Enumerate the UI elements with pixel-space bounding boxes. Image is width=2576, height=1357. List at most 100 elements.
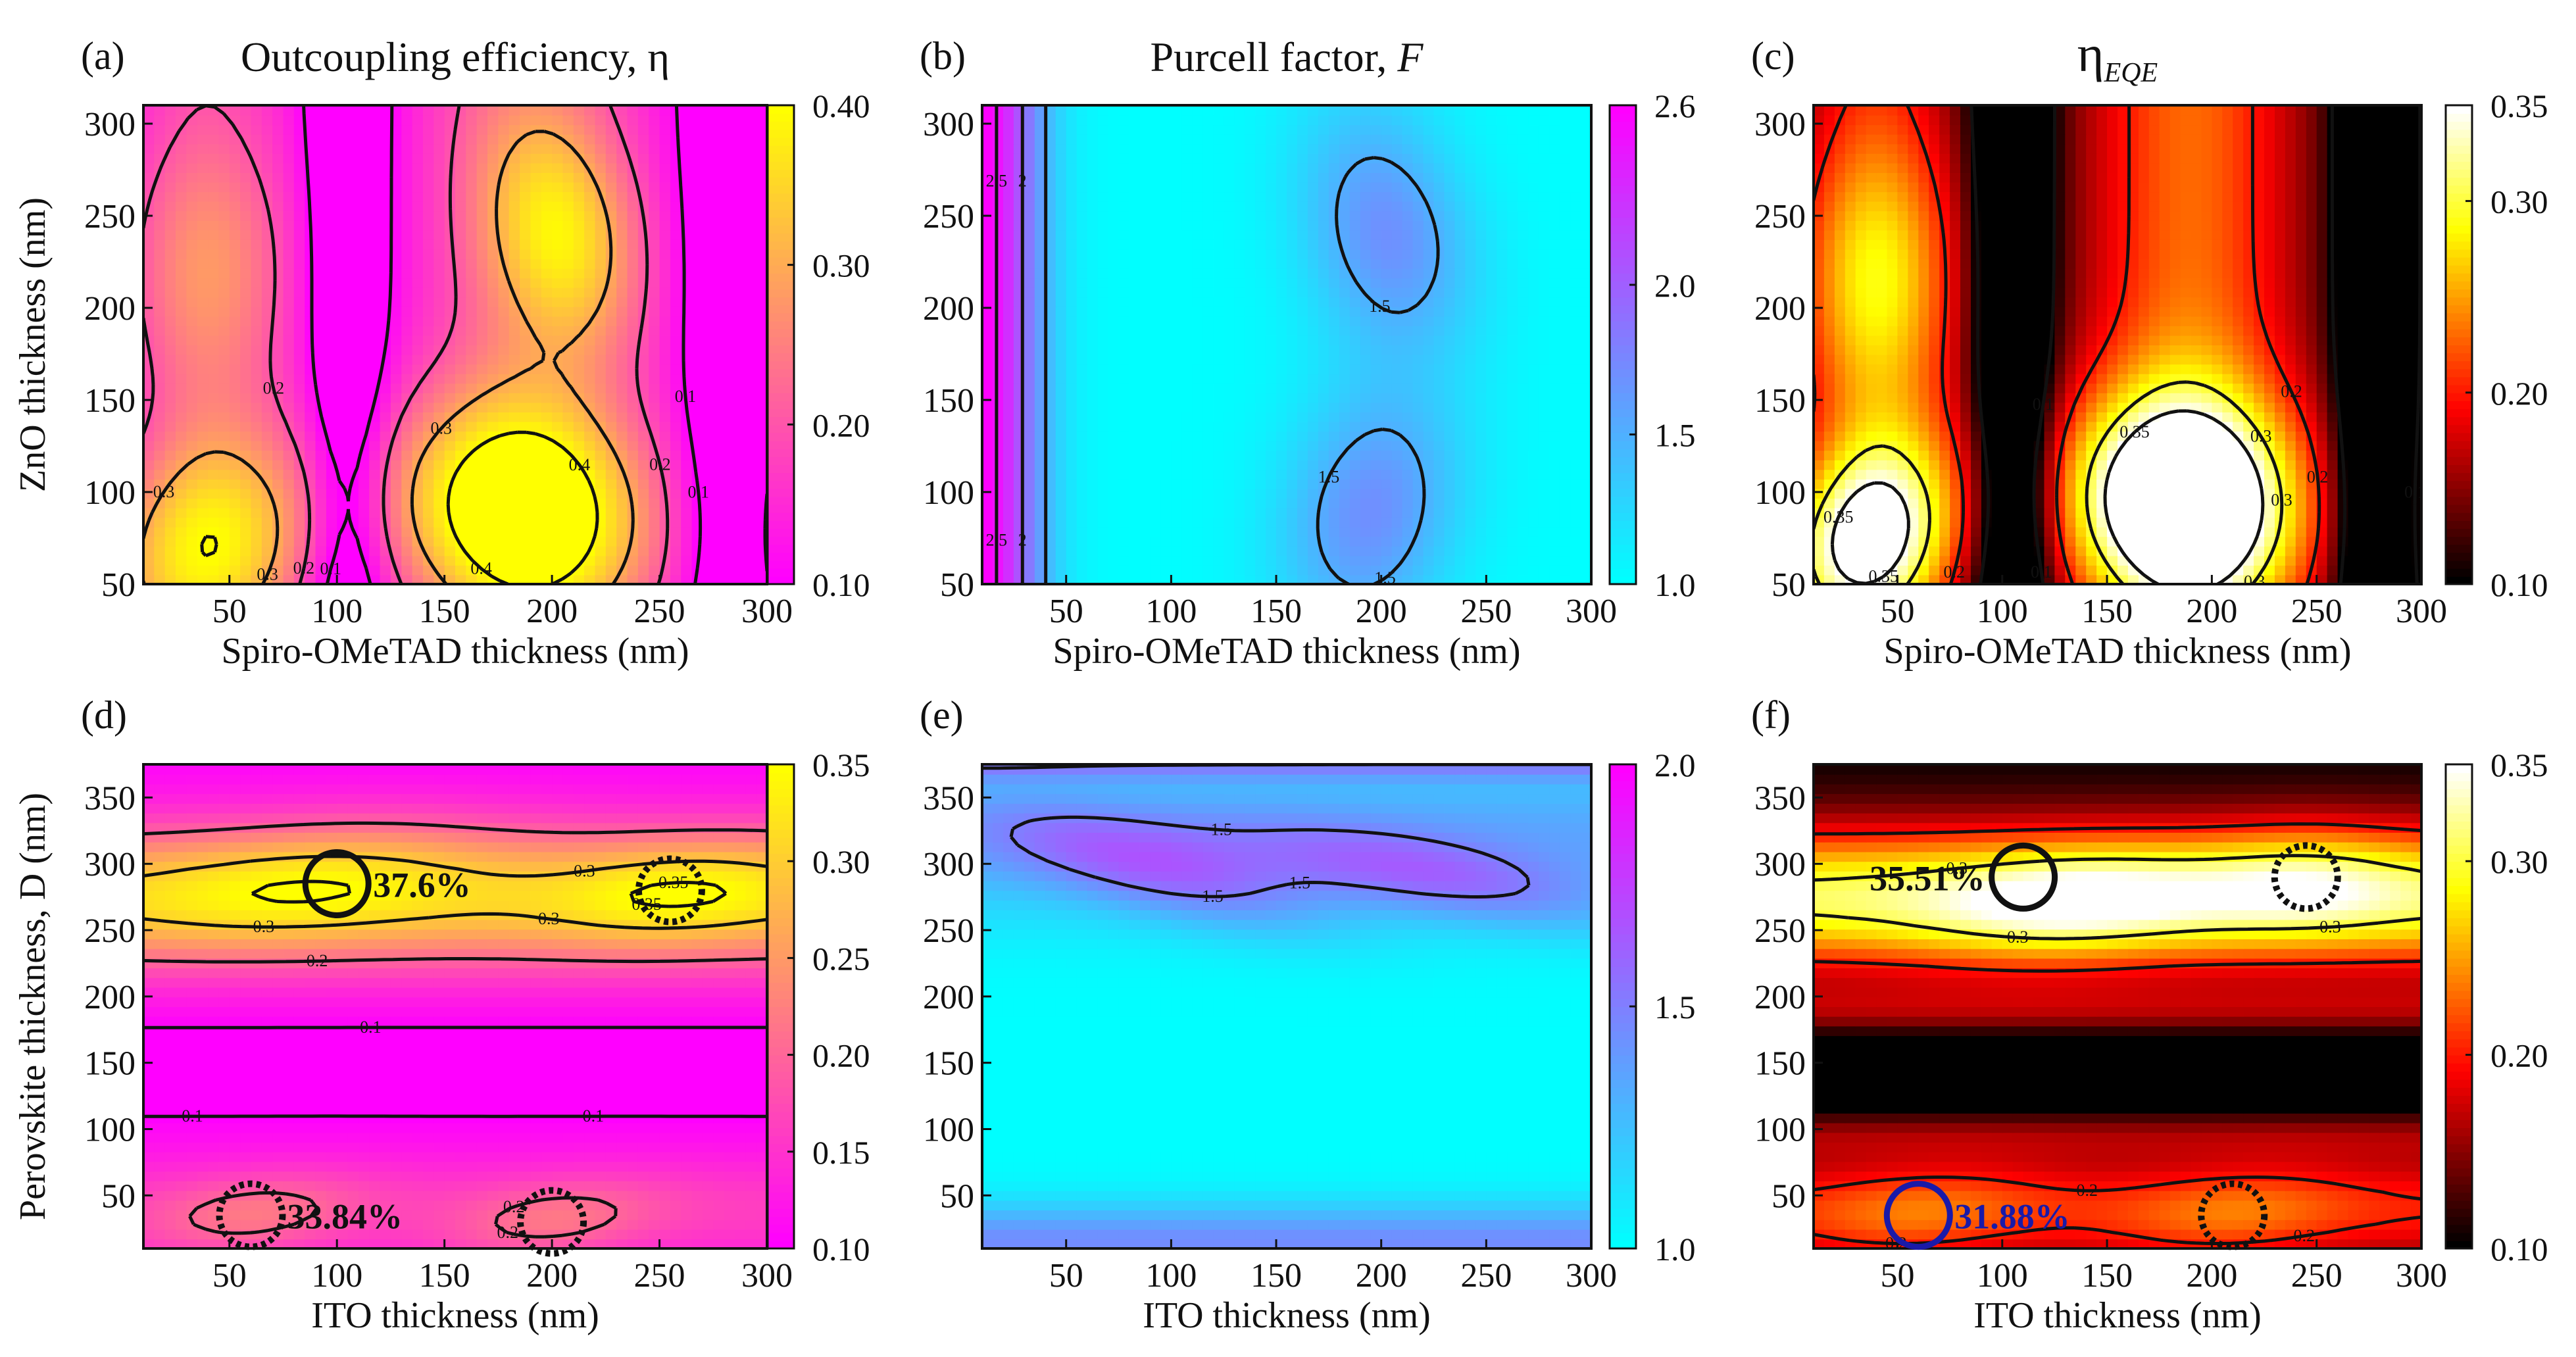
x-axis-label: ITO thickness (nm) [1143, 1295, 1431, 1336]
contour-label: 0.2 [649, 455, 671, 474]
colorbar-tick-label: 0.35 [2490, 87, 2548, 124]
contour-line [1044, 105, 1440, 584]
panel-b: 1.5 1.5 1.5 2 2 2.5 2.5 50 100 150 200 250 300 50 100 1… [920, 34, 1696, 672]
colorbar-f: 0.10 0.20 0.30 0.35 [2444, 747, 2548, 1268]
colorbar-tick-label: 1.5 [1654, 989, 1696, 1025]
optimum-marker-dotted [2198, 1180, 2268, 1250]
panel-title: ηEQE [2077, 25, 2158, 88]
x-tick-label: 100 [1145, 593, 1197, 630]
plot-frame [981, 763, 1593, 1250]
contour-line [143, 105, 670, 584]
contour-label: 1.5 [1369, 297, 1391, 316]
x-axis-label: Spiro-OMeTAD thickness (nm) [1884, 631, 2352, 672]
y-tick-label: 250 [84, 912, 136, 950]
contour-line [1814, 854, 2421, 941]
contour-label: 0.1 [2031, 562, 2052, 581]
x-tick-label: 300 [741, 1257, 793, 1295]
heatmap-b [982, 105, 1591, 584]
contour-label: 1.5 [1318, 468, 1340, 487]
y-tick-label: 50 [1771, 566, 1806, 604]
panel-f: 0.2 0.20.20.30.30.350 100 150 200 250 30050100… [1751, 693, 2548, 1336]
contour-label: 0.35 [632, 895, 662, 914]
contour-label: 0.1 [675, 387, 697, 406]
x-tick-label: 300 [741, 593, 793, 630]
colorbar-tick-label: 1.0 [1654, 566, 1696, 603]
x-axis-label: Spiro-OMeTAD thickness (nm) [222, 631, 689, 672]
optimum-marker [302, 849, 372, 918]
y-tick-label: 250 [1754, 912, 1806, 950]
y-tick-label: 150 [1754, 382, 1806, 420]
panel-c: 0.1 0.1 0.1 0.2 0.2 0.2 0.3 0.3 0.3 0.35 0.35 0.35 5… [1751, 25, 2548, 672]
colorbar-tick-label: 2.6 [1654, 87, 1696, 124]
y-tick-label: 100 [923, 1112, 974, 1149]
x-tick-label: 250 [634, 593, 685, 630]
y-tick-label: 50 [940, 1177, 974, 1215]
x-tick-label: 150 [1251, 593, 1302, 630]
optimum-marker [216, 1180, 286, 1250]
y-tick-label: 350 [923, 779, 974, 817]
x-tick-label: 50 [1880, 1257, 1914, 1295]
colorbar-tick-label: 0.10 [2490, 1231, 2548, 1268]
y-tick-label: 300 [1754, 846, 1806, 883]
x-tick-label: 50 [1880, 593, 1914, 630]
colorbar-tick-label: 0.20 [812, 1037, 870, 1074]
colorbar-tick-label: 0.20 [2490, 1037, 2548, 1074]
y-tick-label: 300 [923, 846, 974, 883]
x-tick-label: 300 [2396, 593, 2447, 630]
x-tick-label: 200 [526, 593, 578, 630]
x-tick-label: 300 [1566, 593, 1617, 630]
contour-label: 0.3 [2244, 572, 2266, 591]
panel-letter: (d) [81, 693, 127, 737]
contour-label: 0.3 [574, 861, 595, 880]
colorbar-tick-label: 2.0 [1654, 747, 1696, 783]
colorbar-a: 0.10 0.20 0.30 0.40 [766, 87, 870, 603]
contours-d: 0.1 0.10.10.20.20.20.3 0.30.30.350.35 [143, 821, 767, 1242]
contour-label: 0.2 [307, 951, 328, 970]
panel-letter: (f) [1751, 693, 1791, 737]
x-tick-label: 150 [419, 593, 470, 630]
colorbar-tick-label: 2.0 [1654, 267, 1696, 304]
x-tick-label: 250 [1460, 1257, 1512, 1295]
x-axis-label: ITO thickness (nm) [311, 1295, 599, 1336]
colorbar-d: 0.10 0.15 0.20 0.25 0.30 0.35 [766, 747, 870, 1268]
colorbar-tick-label: 0.30 [2490, 843, 2548, 880]
colorbar-tick-label: 0.25 [812, 940, 870, 977]
efficiency-annotation: 37.6% [373, 865, 471, 904]
heatmap-f [1814, 764, 2421, 1248]
y-tick-label: 350 [1754, 779, 1806, 817]
y-tick-label: 200 [923, 290, 974, 328]
efficiency-annotation: 33.84% [287, 1197, 402, 1237]
x-tick-label: 150 [1251, 1257, 1302, 1295]
contour-label: 1.5 [1374, 568, 1396, 587]
x-tick-label: 50 [1049, 593, 1083, 630]
colorbar-e: 1.0 1.5 2.0 [1608, 747, 1696, 1268]
panel-e: 1.5 1.5 1.5 50 100 150 200 250 300 50 100 150 200 250… [920, 693, 1696, 1336]
contour-label: 0.35 [658, 873, 689, 892]
contour-label: 0.4 [470, 559, 492, 578]
panel-letter: (c) [1751, 34, 1795, 78]
y-axis-label: Perovskite thickness, D (nm) [12, 793, 53, 1220]
heatmap-e [982, 764, 1591, 1248]
y-tick-label: 200 [84, 979, 136, 1016]
contours-c: 0.1 0.1 0.1 0.2 0.2 0.2 0.3 0.3 0.3 0.35 0.35 0.35 [1814, 105, 2421, 591]
y-tick-label: 200 [1754, 290, 1806, 328]
colorbar-tick-label: 0.35 [812, 747, 870, 783]
contour-label: 0.4 [569, 455, 591, 474]
y-tick-label: 50 [1771, 1177, 1806, 1215]
plot-frame [981, 104, 1593, 585]
colorbar-tick-label: 0.10 [812, 1231, 870, 1268]
y-tick-label: 300 [84, 106, 136, 143]
y-tick-label: 150 [1754, 1045, 1806, 1083]
panel-letter: (e) [920, 693, 964, 737]
colorbar-tick-label: 0.20 [812, 407, 870, 443]
y-tick-label: 150 [84, 382, 136, 420]
contour-line [1830, 409, 2265, 584]
contour-label: 0.3 [153, 482, 175, 501]
contours-b: 1.5 1.5 1.5 2 2 2.5 2.5 [986, 105, 1440, 587]
y-tick-label: 300 [1754, 106, 1806, 143]
contour-line [143, 1025, 767, 1118]
contour-label: 0.2 [497, 1223, 518, 1242]
contour-label: 0.3 [2271, 491, 2292, 510]
contour-label: 1.5 [1202, 887, 1224, 906]
contours-f: 0.2 0.20.20.30.30.3 [1814, 822, 2421, 1248]
